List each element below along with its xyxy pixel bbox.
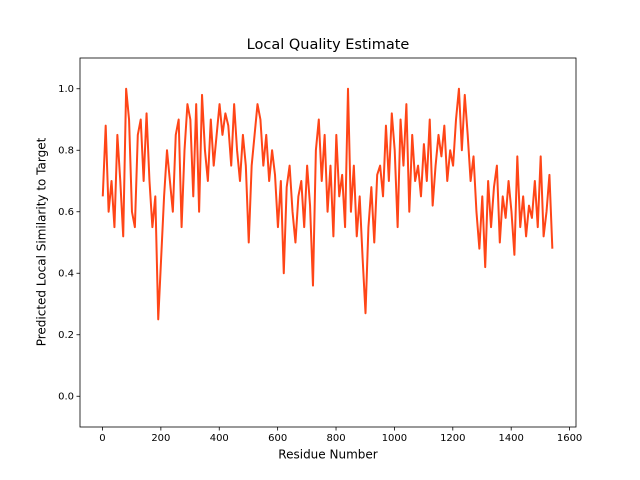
- y-tick-label: 0.8: [58, 145, 74, 156]
- x-tick-label: 800: [326, 433, 345, 444]
- x-tick-label: 200: [151, 433, 170, 444]
- x-tick-label: 0: [99, 433, 105, 444]
- y-tick-label: 0.0: [58, 391, 74, 402]
- x-tick-label: 1600: [557, 433, 582, 444]
- x-tick-label: 1200: [440, 433, 465, 444]
- x-tick-label: 1000: [382, 433, 407, 444]
- plot-frame: [79, 57, 577, 428]
- x-tick-label: 600: [268, 433, 287, 444]
- x-tick-label: 1400: [498, 433, 523, 444]
- chart-title: Local Quality Estimate: [247, 37, 410, 53]
- y-tick-label: 1.0: [58, 84, 74, 95]
- y-tick-label: 0.4: [58, 268, 74, 279]
- y-axis-label: Predicted Local Similarity to Target: [35, 137, 49, 346]
- x-tick-label: 400: [210, 433, 229, 444]
- y-tick-label: 0.6: [58, 207, 74, 218]
- x-axis-label: Residue Number: [278, 448, 377, 462]
- quality-line: [101, 87, 554, 321]
- y-tick-label: 0.2: [58, 330, 74, 341]
